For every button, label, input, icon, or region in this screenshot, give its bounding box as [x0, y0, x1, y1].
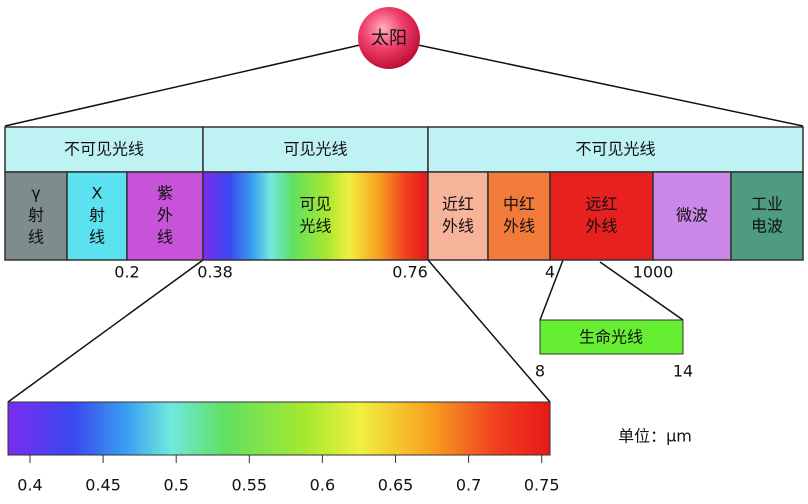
segment-label: 光线 — [299, 217, 331, 236]
segment-label: 中红 — [503, 195, 535, 214]
segment-label: 射 — [89, 206, 105, 225]
tick-label: 0.6 — [310, 476, 335, 495]
tick-label: 0.45 — [85, 476, 121, 495]
spectrum-segment — [66, 171, 128, 261]
segment-label: 外线 — [503, 217, 535, 236]
band-label: 可见光线 — [283, 140, 347, 159]
spectrum-segment — [549, 171, 654, 261]
segment-label: 射 — [28, 206, 44, 225]
sun-label: 太阳 — [371, 28, 407, 49]
segment-label: 线 — [89, 228, 105, 247]
spectrum-segment — [4, 171, 68, 261]
segment-label: 可见 — [299, 195, 331, 214]
tick-label: 0.55 — [231, 476, 267, 495]
segment-label: 电波 — [751, 217, 783, 236]
segment-label: 微波 — [676, 206, 708, 225]
segment-label: 外线 — [442, 217, 474, 236]
tick-label: 0.75 — [524, 476, 560, 495]
segment-label: 工业 — [751, 195, 783, 214]
band-cell — [4, 126, 204, 173]
boundary-label: 0.2 — [114, 263, 139, 282]
segment-label: 线 — [28, 228, 44, 247]
band-cell — [202, 126, 429, 173]
spectrum-segment — [202, 171, 429, 261]
life-band — [539, 319, 684, 355]
segment-label: 远红 — [585, 195, 617, 214]
segment-label: 线 — [157, 228, 173, 247]
unit-label: 单位：μm — [618, 427, 692, 446]
segment-label: 外 — [157, 206, 173, 225]
tick-label: 0.65 — [378, 476, 414, 495]
spectrum-segment — [730, 171, 804, 261]
life-label: 生命光线 — [579, 328, 643, 347]
band-label: 不可见光线 — [575, 140, 655, 159]
band-cell — [427, 126, 804, 173]
band-label: 不可见光线 — [64, 140, 144, 159]
boundary-label: 0.38 — [197, 263, 233, 282]
tick-label: 0.7 — [456, 476, 481, 495]
segment-label: 近红 — [442, 195, 474, 214]
spectrum-segment — [652, 171, 732, 261]
sun — [358, 7, 420, 69]
life-start: 8 — [535, 362, 545, 381]
spectrum-segment — [126, 171, 204, 261]
connector-lines — [4, 44, 804, 403]
segment-label: 外线 — [585, 217, 617, 236]
segment-label: 紫 — [157, 184, 173, 203]
segment-label: X — [92, 184, 103, 203]
tick-label: 0.5 — [163, 476, 188, 495]
spectrum-segment — [487, 171, 551, 261]
boundary-label: 1000 — [633, 263, 674, 282]
spectrum-bar — [7, 401, 551, 456]
life-end: 14 — [673, 362, 693, 381]
tick-label: 0.4 — [17, 476, 42, 495]
segment-label: γ — [31, 184, 40, 203]
boundary-label: 4 — [545, 263, 555, 282]
boundary-label: 0.76 — [392, 263, 428, 282]
